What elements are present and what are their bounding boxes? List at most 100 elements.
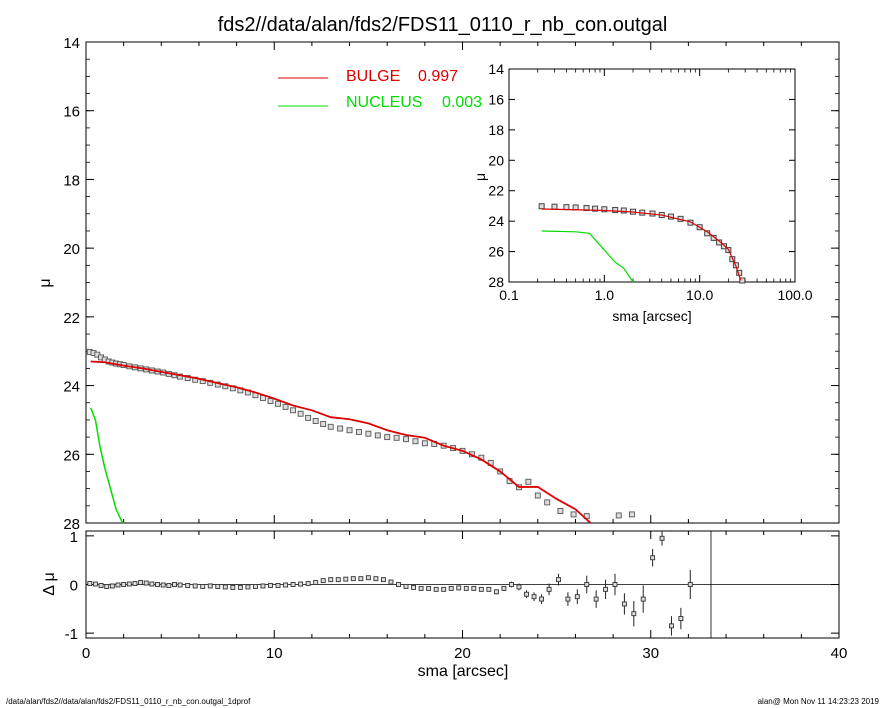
data-point [312,418,319,424]
residual-point [149,581,155,587]
main-y-axis: 14 16 18 20 22 24 26 28 [63,35,839,533]
residual-ylabel: Δ μ [41,572,58,595]
data-point [177,373,184,380]
residual-point [121,582,127,587]
main-panel: μ 14 16 18 20 22 24 26 28 BULGE 0.997 NUCLEUS 0… [37,35,840,533]
main-y-tick-label: 26 [63,447,80,464]
residual-point [411,584,417,590]
inset-y-tick-label: 14 [488,61,504,77]
residual-point [177,582,183,588]
residual-point [659,535,665,541]
legend-nucleus-label: NUCLEUS [346,94,422,111]
main-x-axis [85,42,840,523]
residual-point [556,577,561,583]
data-point [282,403,289,410]
data-point [525,478,532,485]
residual-point [160,582,166,588]
residual-point [328,577,334,583]
residual-point [531,594,537,600]
residual-point [222,584,228,590]
residual-x-tick-label: 30 [642,645,659,662]
legend: BULGE 0.997 NUCLEUS 0.003 [278,68,482,111]
residual-point [403,583,409,589]
residual-point [138,580,144,586]
data-point [374,432,381,439]
residual-point [245,584,251,590]
residual-point [200,583,206,589]
residual-point [524,591,529,597]
data-point [403,436,409,443]
residual-point [678,616,684,621]
data-point [557,508,564,514]
residual-x-tick-label: 20 [454,645,471,662]
main-data-points [86,348,635,520]
data-point [290,407,297,414]
data-point [628,511,635,518]
residual-panel: Δ μ sma [arcsec] 10-1 0 10 20 30 40 [41,529,847,680]
residual-y-tick-label: -1 [65,626,78,643]
residual-point [126,581,132,587]
residual-point [593,596,599,602]
residual-point [396,582,401,587]
data-point [327,423,334,430]
inset-y-tick-label: 16 [488,91,504,107]
residual-point [252,583,258,589]
residual-point [109,583,115,589]
residual-point [298,581,304,587]
residual-point [493,589,499,595]
residual-x-tick-label: 10 [266,645,283,662]
data-point [412,438,419,445]
residual-point [516,584,522,590]
data-point [297,410,304,417]
residual-point [172,582,177,587]
residual-point [290,582,296,587]
residual-point [631,611,637,617]
inset-x-tick-label: 100.0 [777,287,812,303]
residual-point [237,584,243,590]
residual-point [275,583,281,588]
inset-x-axis: 0.1 1.0 10.0 100.0 [499,69,813,303]
data-point [305,414,312,421]
residual-point [426,585,432,591]
main-y-tick-label: 20 [63,241,80,258]
inset-data-point [687,219,694,226]
main-y-tick-label: 16 [63,104,80,121]
main-y-tick-label: 18 [63,172,80,189]
residual-point [185,583,191,588]
inset-data-point [721,243,728,250]
residual-point [501,585,507,591]
residual-point [612,582,618,587]
residual-point [508,582,514,587]
residual-point [574,594,580,600]
residual-point [166,583,172,588]
residual-point [155,582,160,587]
residual-point [87,581,93,586]
residual-point [365,575,371,581]
residual-point [143,580,149,586]
inset-data-point [739,277,746,284]
residual-point [478,586,484,592]
residual-point [418,585,424,591]
inset-data-point [620,207,627,214]
residual-point [621,601,627,607]
inset-plot-frame [508,68,796,283]
residual-point [388,579,394,585]
inset-y-tick-label: 18 [488,122,504,138]
residual-x-tick-label: 40 [831,645,848,662]
residual-point [486,586,492,592]
inset-y-tick-label: 26 [488,244,504,260]
residual-point [433,586,439,592]
inset-data-point [612,207,619,214]
residual-point [463,585,469,591]
data-point [184,375,191,381]
inset-y-tick-label: 28 [488,274,504,290]
residual-point [207,583,213,589]
residual-point [373,576,379,582]
data-point [615,512,622,519]
residual-point [358,576,364,582]
residual-point [115,582,121,588]
residual-data-points [87,531,693,636]
residual-point [546,586,552,592]
inset-ylabel: μ [472,173,488,181]
legend-nucleus-value: 0.003 [442,94,482,111]
